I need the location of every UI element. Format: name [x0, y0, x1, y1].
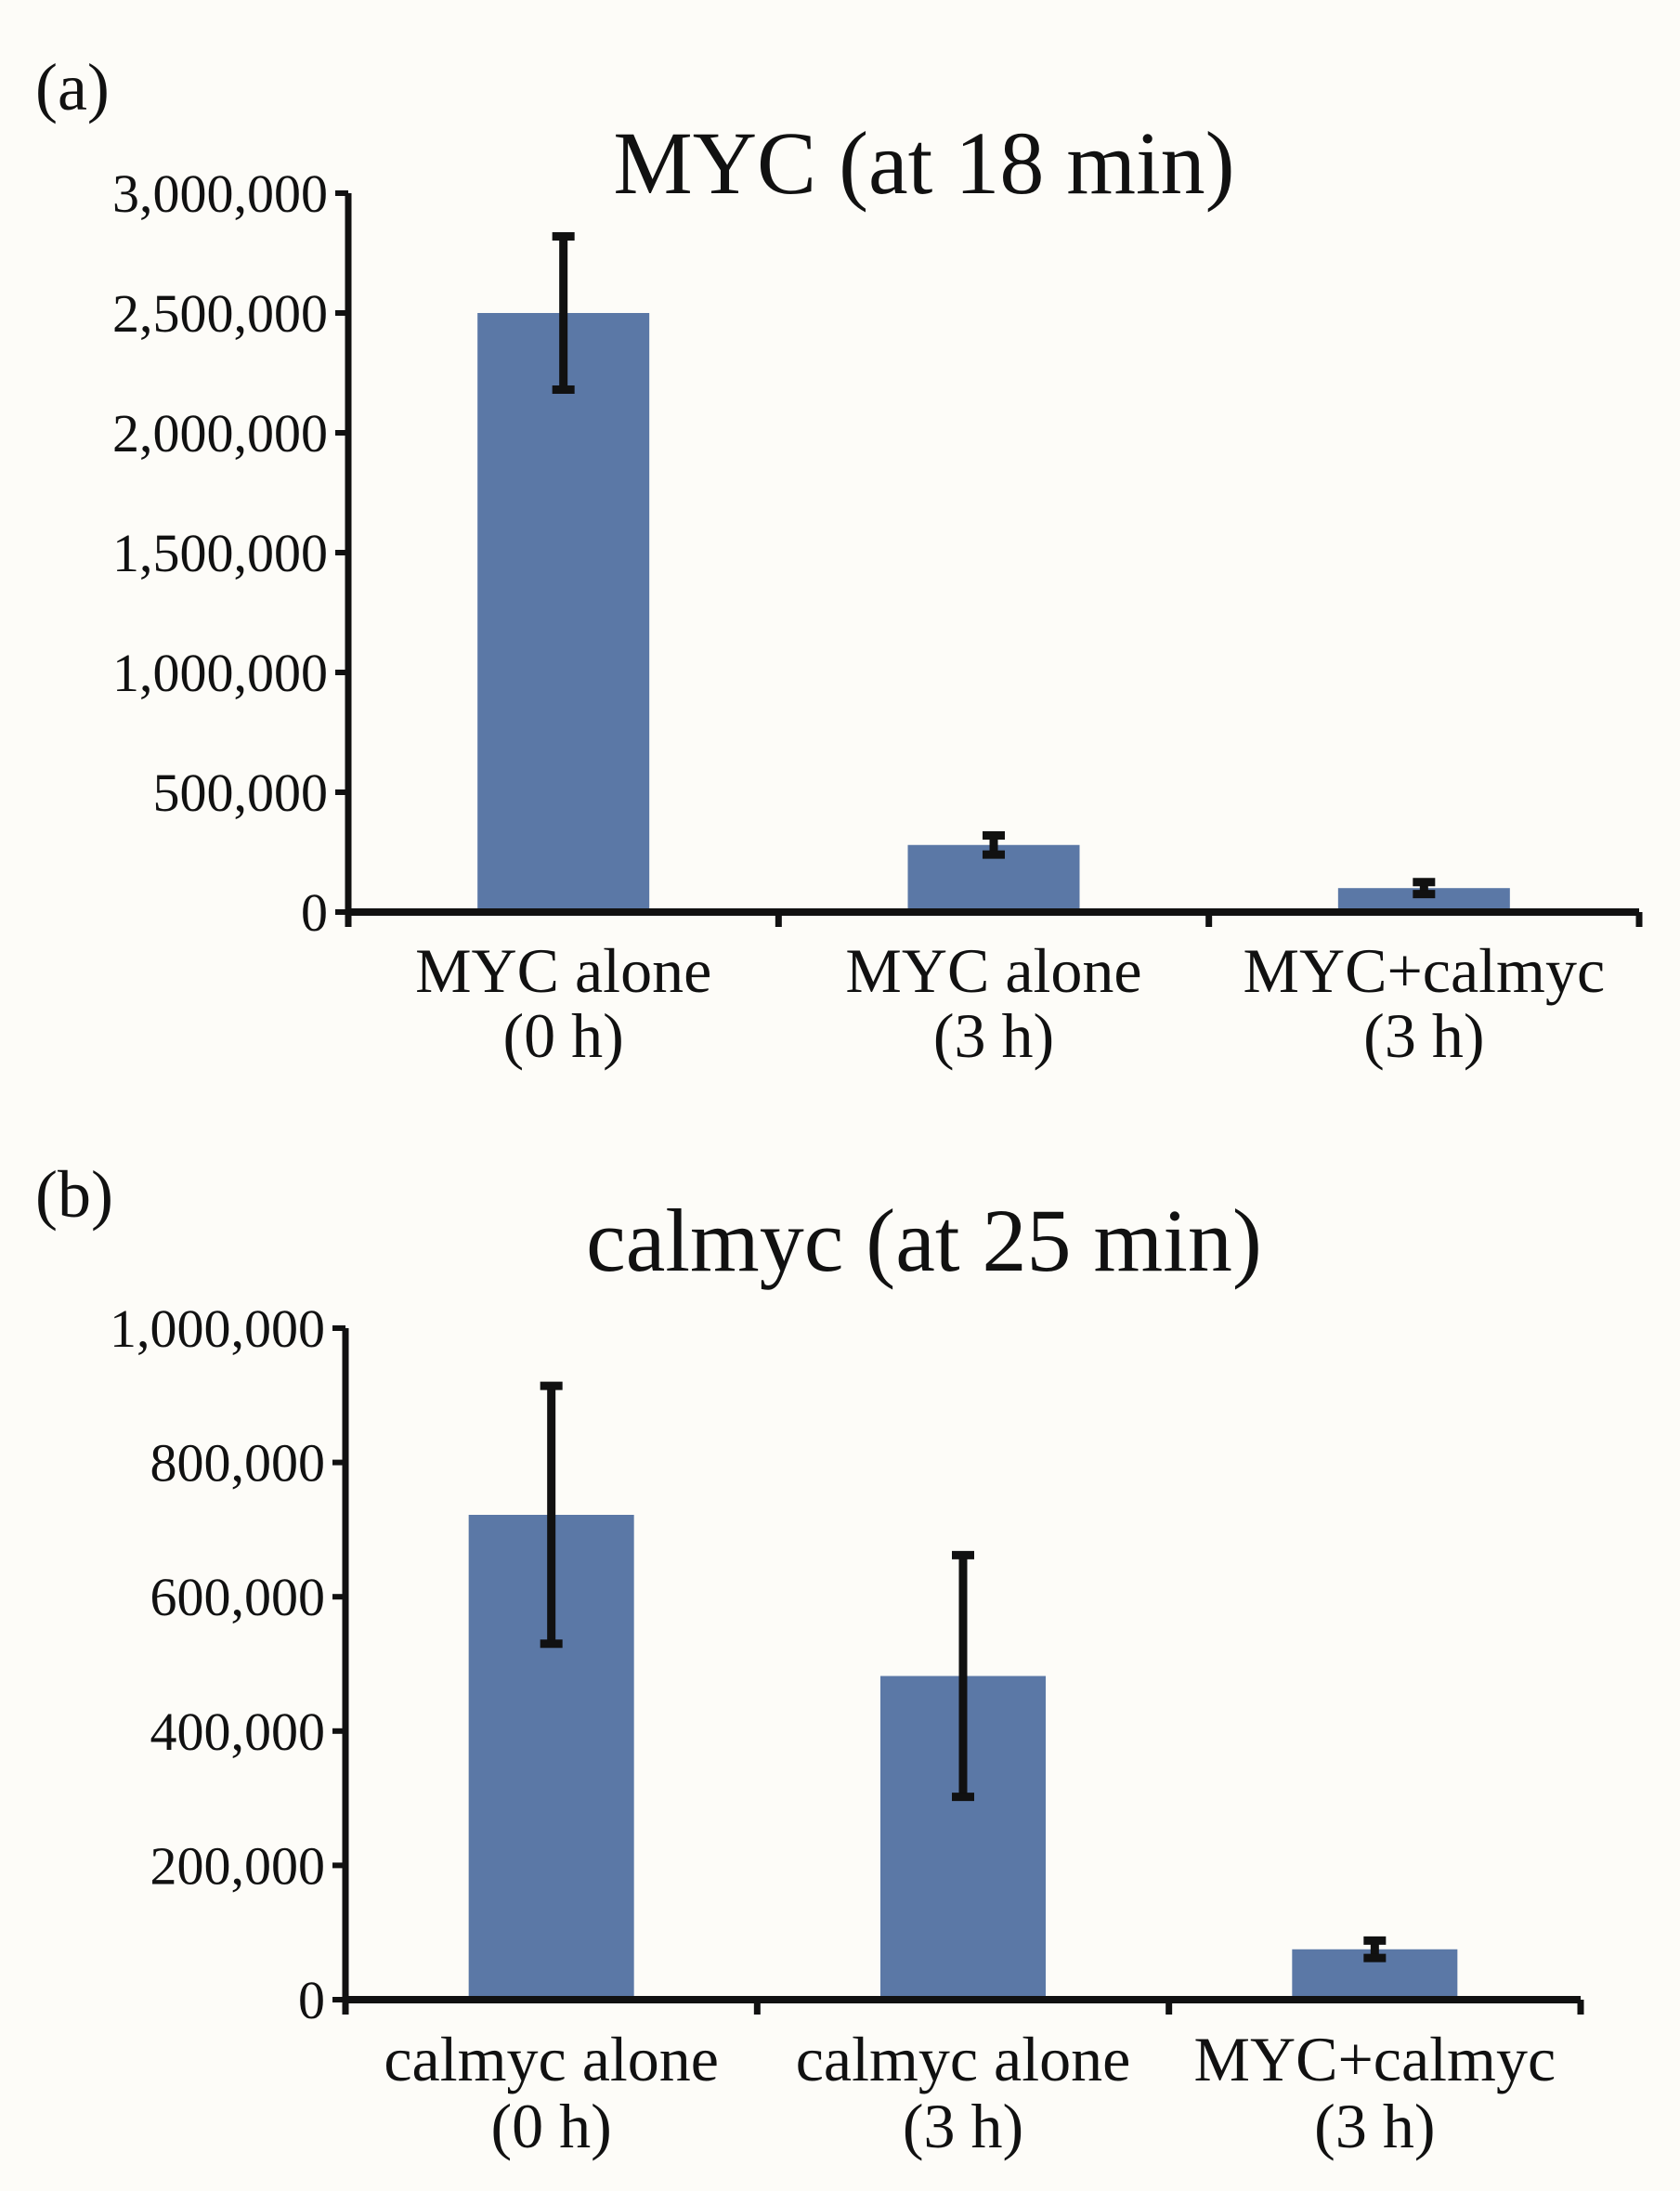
y-tick-label-a: 3,000,000 — [112, 163, 328, 224]
x-category-sublabel-a: (3 h) — [933, 1000, 1054, 1071]
x-category-label-b: MYC+calmyc — [1194, 2024, 1556, 2094]
bar-a-1 — [477, 313, 650, 912]
x-category-label-a: MYC+calmyc — [1244, 935, 1606, 1006]
error-bar-a-1 — [552, 231, 575, 395]
panel-b: (b) calmyc (at 25 min) 0 200,000 400,000 60… — [35, 1157, 1584, 2161]
x-category-label-a: MYC alone — [845, 935, 1141, 1006]
y-tick-label-a: 2,000,000 — [112, 403, 328, 463]
x-category-sublabel-b: (3 h) — [1314, 2091, 1435, 2161]
y-tick-label-b: 600,000 — [150, 1567, 326, 1627]
error-bar-b-3 — [1363, 1936, 1387, 1963]
error-bar-a-2 — [983, 830, 1005, 859]
y-tick-label-a: 1,000,000 — [112, 643, 328, 703]
x-category-label-a: MYC alone — [415, 935, 711, 1006]
x-category-label-b: calmyc alone — [796, 2024, 1131, 2094]
y-tick-label-b: 1,000,000 — [110, 1298, 325, 1359]
plot-area-b: 0 200,000 400,000 600,000 800,000 1,000,000 ca… — [110, 1298, 1584, 2161]
error-bar-b-2 — [952, 1550, 974, 1802]
chart-title-b: calmyc (at 25 min) — [586, 1191, 1262, 1290]
y-tick-label-b: 800,000 — [150, 1433, 326, 1493]
y-tick-label-a: 0 — [301, 882, 328, 943]
x-category-sublabel-b: (0 h) — [491, 2091, 612, 2161]
panel-label-a: (a) — [35, 50, 110, 124]
x-category-sublabel-b: (3 h) — [903, 2091, 1023, 2161]
x-category-sublabel-a: (0 h) — [503, 1000, 624, 1071]
y-tick-label-a: 2,500,000 — [112, 283, 328, 344]
y-tick-label-a: 500,000 — [153, 763, 329, 823]
error-bar-b-1 — [540, 1381, 563, 1649]
error-bar-a-3 — [1413, 878, 1436, 899]
y-tick-label-b: 0 — [298, 1970, 325, 2030]
x-category-label-b: calmyc alone — [384, 2024, 719, 2094]
y-tick-label-b: 200,000 — [150, 1835, 326, 1896]
y-tick-label-b: 400,000 — [150, 1702, 326, 1762]
chart-title-a: MYC (at 18 min) — [613, 113, 1234, 213]
x-category-sublabel-a: (3 h) — [1363, 1000, 1484, 1071]
panel-a: (a) MYC (at 18 min) 0 500,000 1,000,000 1,5… — [35, 50, 1643, 1071]
panel-label-b: (b) — [35, 1157, 113, 1232]
y-tick-label-a: 1,500,000 — [112, 523, 328, 583]
plot-area-a: 0 500,000 1,000,000 1,500,000 2,000,000 2,500… — [112, 163, 1643, 1071]
